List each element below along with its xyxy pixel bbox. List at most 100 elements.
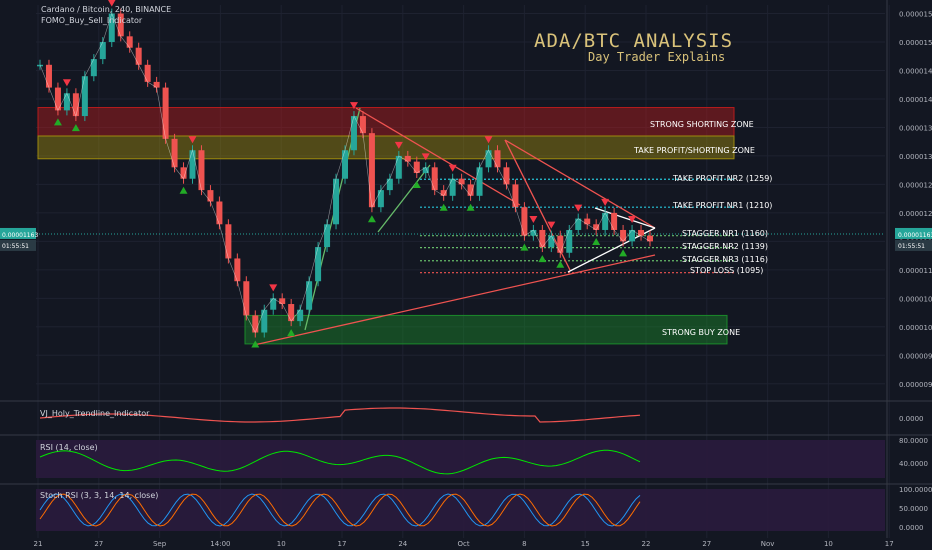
sell-signal-marker: [601, 198, 610, 206]
zone-rect: [244, 314, 728, 345]
sell-signal-marker: [529, 215, 538, 223]
time-tick-label: 27: [94, 540, 103, 548]
indicator-tick-label: 100.0000: [899, 486, 932, 494]
time-tick-label: 15: [581, 540, 590, 548]
indicator-tick-label: 0.0000: [899, 415, 924, 423]
time-tick-label: 10: [824, 540, 833, 548]
buy-signal-marker: [179, 186, 188, 194]
buy-signal-marker: [287, 329, 296, 337]
price-tick-label: 0.00000900: [899, 381, 932, 389]
countdown-tag-right: [895, 239, 932, 251]
rising-trendline: [377, 164, 431, 233]
level-label-stoploss: STOP LOSS (1095): [690, 266, 764, 275]
sell-signal-marker: [269, 284, 278, 292]
buy-signal-marker: [412, 181, 421, 189]
stoch-k-line: [39, 493, 641, 527]
level-label-stagger1: STAGGER NR1 (1160): [682, 229, 769, 238]
price-tick-label: 0.00001350: [899, 124, 932, 132]
time-tick-label: 10: [277, 540, 286, 548]
time-tick-label: Nov: [761, 540, 775, 548]
panel-band: [36, 489, 885, 531]
price-tick-label: 0.00001400: [899, 96, 932, 104]
descending-trendline-1: [355, 107, 521, 206]
rally-trendline: [304, 107, 361, 331]
price-tick-label: 0.00000950: [899, 352, 932, 360]
support-trendline: [253, 254, 656, 346]
time-tick-label: 27: [702, 540, 711, 548]
buy-signal-marker: [520, 243, 529, 251]
current-price-tag-right: [895, 227, 932, 239]
price-tick-label: 0.00001100: [899, 267, 932, 275]
sell-signal-marker: [394, 141, 403, 149]
buy-signal-marker: [592, 237, 601, 245]
time-tick-label: 17: [338, 540, 347, 548]
buy-signal-marker: [538, 255, 547, 263]
current-price-text-right: 0.00001163: [898, 232, 932, 239]
buy-signal-marker: [71, 124, 80, 132]
countdown-text-left: 01:55:51: [2, 243, 29, 250]
price-tick-label: 0.00001300: [899, 153, 932, 161]
price-line: [39, 12, 651, 334]
fomo-indicator-label[interactable]: FOMO_Buy_Sell_Indicator: [41, 16, 143, 25]
sell-signal-marker: [547, 221, 556, 229]
chart-zones: [37, 107, 735, 345]
current-price-text-left: 0.00001163: [2, 232, 38, 239]
sell-signal-marker: [188, 136, 197, 144]
buy-signal-marker: [619, 249, 628, 257]
sell-signal-marker: [574, 204, 583, 212]
sell-signal-marker: [421, 153, 430, 161]
sell-signal-marker: [628, 215, 637, 223]
current-price-tag-left: [0, 227, 36, 239]
stoch-rsi-indicator-label[interactable]: Stoch RSI (3, 3, 14, 14, close): [40, 491, 159, 500]
indicator-tick-label: 40.0000: [899, 460, 928, 468]
wedge-top-line: [504, 139, 656, 229]
rsi-indicator-label[interactable]: RSI (14, close): [40, 443, 98, 452]
price-tick-label: 0.00001050: [899, 295, 932, 303]
price-series: [37, 0, 653, 348]
vj-indicator-line: [39, 407, 641, 423]
indicator-tick-label: 0.0000: [899, 524, 924, 532]
countdown-text-right: 01:55:51: [898, 243, 925, 250]
price-tick-label: 0.00001000: [899, 324, 932, 332]
time-tick-label: 8: [522, 540, 526, 548]
analysis-title: ADA/BTC ANALYSIS: [534, 30, 734, 52]
sell-signal-marker: [62, 79, 71, 87]
price-tick-label: 0.00001200: [899, 210, 932, 218]
zone-label-shorting: STRONG SHORTING ZONE: [650, 120, 754, 129]
buy-signal-marker: [556, 260, 565, 268]
level-label-tp2: TAKE PROFIT NR2 (1259): [673, 174, 773, 183]
buy-signal-marker: [439, 203, 448, 211]
sell-signal-marker: [349, 102, 358, 110]
sell-signal-marker: [108, 0, 116, 7]
zone-label-buy: STRONG BUY ZONE: [662, 328, 741, 337]
zone-rect: [37, 107, 735, 137]
symbol-title[interactable]: Cardano / Bitcoin, 240, BINANCE: [41, 5, 172, 14]
sell-signal-marker: [448, 164, 457, 172]
price-tick-label: 0.00001550: [899, 11, 932, 19]
rsi-line: [39, 449, 641, 475]
buy-signal-marker: [466, 203, 475, 211]
countdown-tag-left: [0, 239, 36, 251]
time-tick-label: 17: [885, 540, 894, 548]
sell-signal-marker: [484, 136, 493, 144]
stoch-d-line: [39, 493, 641, 527]
time-tick-label: Sep: [153, 540, 167, 548]
indicator-panels: [0, 400, 932, 531]
zone-rect: [37, 135, 735, 160]
price-tick-label: 0.00001450: [899, 68, 932, 76]
buy-signal-marker: [53, 118, 62, 126]
vj-indicator-label[interactable]: VJ_Holy_Trendline_Indicator: [40, 409, 150, 418]
buy-signal-marker: [367, 215, 376, 223]
level-label-stagger3: STAGGER NR3 (1116): [682, 255, 769, 264]
analysis-subtitle: Day Trader Explains: [588, 50, 726, 64]
level-label-stagger2: STAGGER NR2 (1139): [682, 242, 769, 251]
time-tick-label: Oct: [458, 540, 470, 548]
time-tick-label: 14:00: [210, 540, 230, 548]
indicator-tick-label: 50.0000: [899, 505, 928, 513]
price-tick-label: 0.00001250: [899, 181, 932, 189]
buy-signal-marker: [251, 340, 260, 348]
zone-label-take-profit: TAKE PROFIT/SHORTING ZONE: [634, 146, 755, 155]
time-tick-label: 21: [34, 540, 43, 548]
